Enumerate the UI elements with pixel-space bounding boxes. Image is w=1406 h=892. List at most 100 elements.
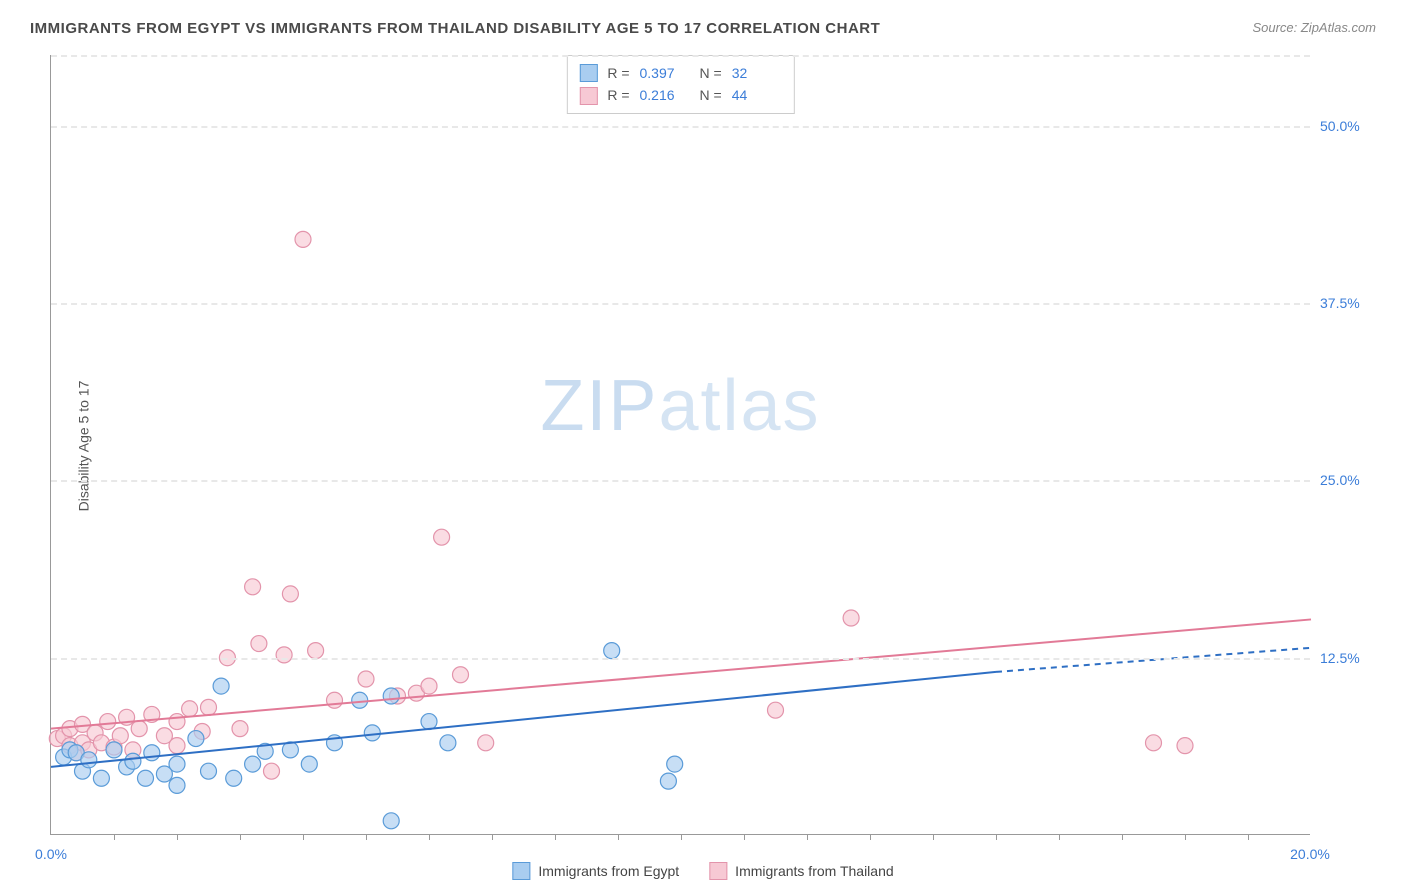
x-minor-tick <box>744 834 745 840</box>
x-minor-tick <box>1122 834 1123 840</box>
legend-item-egypt: Immigrants from Egypt <box>512 862 679 880</box>
scatter-point <box>1177 738 1193 754</box>
swatch-egypt <box>579 64 597 82</box>
scatter-point <box>131 721 147 737</box>
r-label: R = <box>607 62 629 84</box>
scatter-point <box>264 763 280 779</box>
n-value-thailand: 44 <box>732 84 782 106</box>
x-minor-tick <box>555 834 556 840</box>
chart-title: IMMIGRANTS FROM EGYPT VS IMMIGRANTS FROM… <box>30 20 880 37</box>
gridline <box>51 126 1310 128</box>
regression-line <box>51 672 996 767</box>
x-minor-tick <box>114 834 115 840</box>
scatter-point <box>169 714 185 730</box>
scatter-point <box>169 756 185 772</box>
scatter-point <box>81 752 97 768</box>
scatter-point <box>213 678 229 694</box>
scatter-point <box>93 770 109 786</box>
gridline <box>51 55 1310 57</box>
scatter-point <box>352 692 368 708</box>
x-minor-tick <box>807 834 808 840</box>
scatter-point <box>251 636 267 652</box>
x-minor-tick <box>240 834 241 840</box>
x-minor-tick <box>1185 834 1186 840</box>
scatter-point <box>358 671 374 687</box>
plot-svg <box>51 55 1310 834</box>
gridline <box>51 303 1310 305</box>
bottom-legend: Immigrants from Egypt Immigrants from Th… <box>512 862 893 880</box>
scatter-point <box>440 735 456 751</box>
x-minor-tick <box>1059 834 1060 840</box>
swatch-thailand <box>709 862 727 880</box>
legend-label-egypt: Immigrants from Egypt <box>538 863 679 879</box>
scatter-point <box>169 777 185 793</box>
y-tick-label: 37.5% <box>1320 295 1380 311</box>
regression-line <box>51 619 1311 728</box>
plot-area: ZIPatlas R = 0.397 N = 32 R = 0.216 N = … <box>50 55 1310 835</box>
gridline <box>51 480 1310 482</box>
n-label: N = <box>700 62 722 84</box>
scatter-point <box>364 725 380 741</box>
scatter-point <box>169 738 185 754</box>
x-minor-tick <box>618 834 619 840</box>
x-minor-tick <box>303 834 304 840</box>
legend-label-thailand: Immigrants from Thailand <box>735 863 893 879</box>
swatch-egypt <box>512 862 530 880</box>
x-minor-tick <box>933 834 934 840</box>
x-minor-tick <box>681 834 682 840</box>
scatter-point <box>768 702 784 718</box>
scatter-point <box>125 753 141 769</box>
n-label: N = <box>700 84 722 106</box>
scatter-point <box>295 231 311 247</box>
scatter-point <box>232 721 248 737</box>
source-label: Source: ZipAtlas.com <box>1252 20 1376 35</box>
stats-row-egypt: R = 0.397 N = 32 <box>579 62 781 84</box>
x-minor-tick <box>492 834 493 840</box>
gridline <box>51 658 1310 660</box>
stats-row-thailand: R = 0.216 N = 44 <box>579 84 781 106</box>
scatter-point <box>434 529 450 545</box>
scatter-point <box>201 699 217 715</box>
y-tick-label: 12.5% <box>1320 650 1380 666</box>
scatter-point <box>1146 735 1162 751</box>
scatter-point <box>453 667 469 683</box>
scatter-point <box>245 756 261 772</box>
scatter-point <box>421 714 437 730</box>
scatter-point <box>478 735 494 751</box>
scatter-point <box>383 813 399 829</box>
x-minor-tick <box>366 834 367 840</box>
scatter-point <box>604 643 620 659</box>
scatter-point <box>188 731 204 747</box>
x-minor-tick <box>429 834 430 840</box>
scatter-point <box>245 579 261 595</box>
x-minor-tick <box>996 834 997 840</box>
scatter-point <box>226 770 242 786</box>
scatter-point <box>201 763 217 779</box>
legend-item-thailand: Immigrants from Thailand <box>709 862 893 880</box>
scatter-point <box>100 714 116 730</box>
scatter-point <box>308 643 324 659</box>
scatter-point <box>276 647 292 663</box>
scatter-point <box>660 773 676 789</box>
x-tick-left: 0.0% <box>35 846 67 862</box>
x-minor-tick <box>1248 834 1249 840</box>
scatter-point <box>843 610 859 626</box>
y-tick-label: 50.0% <box>1320 118 1380 134</box>
regression-line <box>996 648 1311 672</box>
n-value-egypt: 32 <box>732 62 782 84</box>
scatter-point <box>667 756 683 772</box>
r-value-egypt: 0.397 <box>640 62 690 84</box>
scatter-point <box>383 688 399 704</box>
scatter-point <box>182 701 198 717</box>
stats-legend: R = 0.397 N = 32 R = 0.216 N = 44 <box>566 55 794 114</box>
x-minor-tick <box>177 834 178 840</box>
swatch-thailand <box>579 87 597 105</box>
y-tick-label: 25.0% <box>1320 472 1380 488</box>
r-label: R = <box>607 84 629 106</box>
scatter-point <box>106 742 122 758</box>
scatter-point <box>112 728 128 744</box>
x-tick-right: 20.0% <box>1290 846 1330 862</box>
x-minor-tick <box>870 834 871 840</box>
scatter-point <box>421 678 437 694</box>
scatter-point <box>138 770 154 786</box>
